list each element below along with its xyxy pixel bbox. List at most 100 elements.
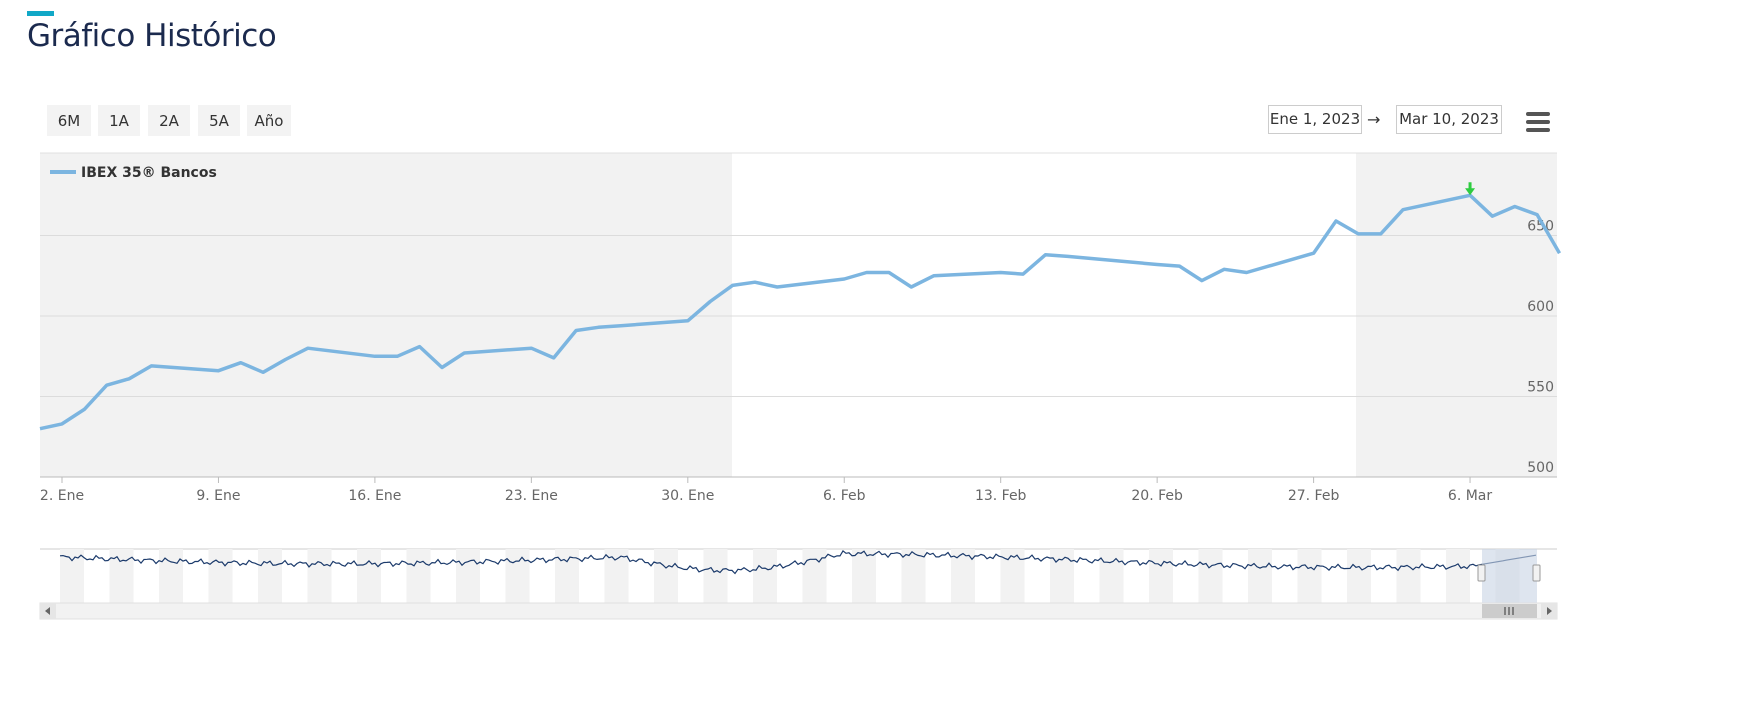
navigator-selection[interactable]: [1482, 549, 1537, 603]
range-button-6m[interactable]: 6M: [47, 105, 91, 136]
data-point[interactable]: [1042, 252, 1048, 258]
navigator-band: [159, 549, 183, 603]
chart-area[interactable]: 2. Ene 9. Ene 16. Ene 23. Ene 30. Ene 6. Feb 1…: [0, 145, 1737, 625]
plot-band: [40, 153, 732, 477]
data-point[interactable]: [707, 299, 713, 305]
data-point[interactable]: [998, 270, 1004, 276]
data-point[interactable]: [1020, 271, 1026, 277]
range-button-2a[interactable]: 2A: [148, 105, 190, 136]
legend-label: IBEX 35® Bancos: [81, 165, 217, 181]
data-point[interactable]: [1154, 261, 1160, 267]
data-point[interactable]: [59, 421, 65, 427]
data-point[interactable]: [1065, 253, 1071, 259]
data-point[interactable]: [1512, 204, 1518, 210]
x-tick-label: 30. Ene: [661, 488, 714, 504]
navigator-handle-right[interactable]: [1532, 564, 1541, 582]
data-point[interactable]: [841, 276, 847, 282]
data-point[interactable]: [1333, 218, 1339, 224]
y-tick-label: 600: [1527, 299, 1554, 315]
data-point[interactable]: [752, 279, 758, 285]
navigator-band: [357, 549, 381, 603]
data-point[interactable]: [126, 376, 132, 382]
data-point[interactable]: [886, 270, 892, 276]
data-point[interactable]: [1311, 250, 1317, 256]
data-point[interactable]: [439, 365, 445, 371]
data-point[interactable]: [1355, 231, 1361, 237]
data-point[interactable]: [1489, 213, 1495, 219]
date-range-arrow: →: [1367, 110, 1381, 129]
data-point[interactable]: [1199, 278, 1205, 284]
navigator-band: [1050, 549, 1074, 603]
data-point[interactable]: [1244, 270, 1250, 276]
data-point[interactable]: [1378, 231, 1384, 237]
green-arrow-icon: [1465, 182, 1476, 196]
data-point[interactable]: [931, 273, 937, 279]
data-point[interactable]: [1556, 250, 1562, 256]
navigator-handle-left[interactable]: [1477, 564, 1486, 582]
scroll-right-arrow-icon: [1547, 607, 1552, 615]
navigator-band: [1396, 549, 1421, 603]
data-point[interactable]: [372, 353, 378, 359]
y-tick-label: 500: [1527, 460, 1554, 476]
data-point[interactable]: [238, 360, 244, 366]
data-point[interactable]: [1400, 207, 1406, 213]
data-point[interactable]: [908, 284, 914, 290]
navigator-band: [1297, 549, 1322, 603]
data-point[interactable]: [1177, 263, 1183, 269]
navigator-band: [1198, 549, 1223, 603]
navigator-band: [654, 549, 678, 603]
data-point[interactable]: [461, 350, 467, 356]
date-to-input[interactable]: Mar 10, 2023: [1396, 105, 1502, 134]
plot-band: [732, 153, 1356, 477]
range-button-1a[interactable]: 1A: [98, 105, 140, 136]
navigator-band: [1149, 549, 1173, 603]
navigator-band: [753, 549, 777, 603]
data-point[interactable]: [104, 382, 110, 388]
data-point[interactable]: [1534, 212, 1540, 218]
navigator-band: [1248, 549, 1272, 603]
data-point[interactable]: [81, 406, 87, 412]
data-point[interactable]: [260, 369, 266, 375]
hamburger-menu-icon[interactable]: [1526, 112, 1550, 132]
data-point[interactable]: [305, 345, 311, 351]
data-point[interactable]: [528, 345, 534, 351]
x-tick-label: 13. Feb: [975, 488, 1027, 504]
data-point[interactable]: [730, 282, 736, 288]
navigator-band: [901, 549, 926, 603]
navigator-band: [1099, 549, 1124, 603]
x-tick-label: 20. Feb: [1131, 488, 1183, 504]
date-from-input[interactable]: Ene 1, 2023: [1268, 105, 1362, 134]
range-button-5a[interactable]: 5A: [198, 105, 240, 136]
x-tick-label: 6. Feb: [823, 488, 866, 504]
range-button-ano[interactable]: Año: [247, 105, 291, 136]
title-accent-bar: [27, 11, 54, 16]
data-point[interactable]: [215, 368, 221, 374]
data-point[interactable]: [685, 318, 691, 324]
data-point[interactable]: [394, 353, 400, 359]
navigator-scrollbar-track[interactable]: [39, 602, 1558, 620]
navigator[interactable]: [39, 548, 1558, 620]
data-point[interactable]: [618, 323, 624, 329]
series-line: [39, 193, 1562, 431]
scroll-left-arrow-icon: [45, 607, 50, 615]
data-point[interactable]: [595, 324, 601, 330]
navigator-band: [852, 549, 876, 603]
navigator-band: [505, 549, 530, 603]
x-tick-label: 23. Ene: [505, 488, 558, 504]
data-point[interactable]: [1221, 266, 1227, 272]
data-point[interactable]: [37, 426, 43, 432]
data-point[interactable]: [1467, 192, 1473, 198]
x-tick-label: 27. Feb: [1288, 488, 1340, 504]
navigator-band: [109, 549, 134, 603]
data-point[interactable]: [864, 270, 870, 276]
data-point[interactable]: [283, 356, 289, 362]
legend[interactable]: IBEX 35® Bancos: [50, 165, 217, 181]
navigator-band: [802, 549, 827, 603]
navigator-band: [456, 549, 480, 603]
data-point[interactable]: [573, 327, 579, 333]
data-point[interactable]: [774, 284, 780, 290]
data-point[interactable]: [551, 355, 557, 361]
page-title: Gráfico Histórico: [27, 18, 277, 54]
data-point[interactable]: [417, 344, 423, 350]
data-point[interactable]: [148, 363, 154, 369]
